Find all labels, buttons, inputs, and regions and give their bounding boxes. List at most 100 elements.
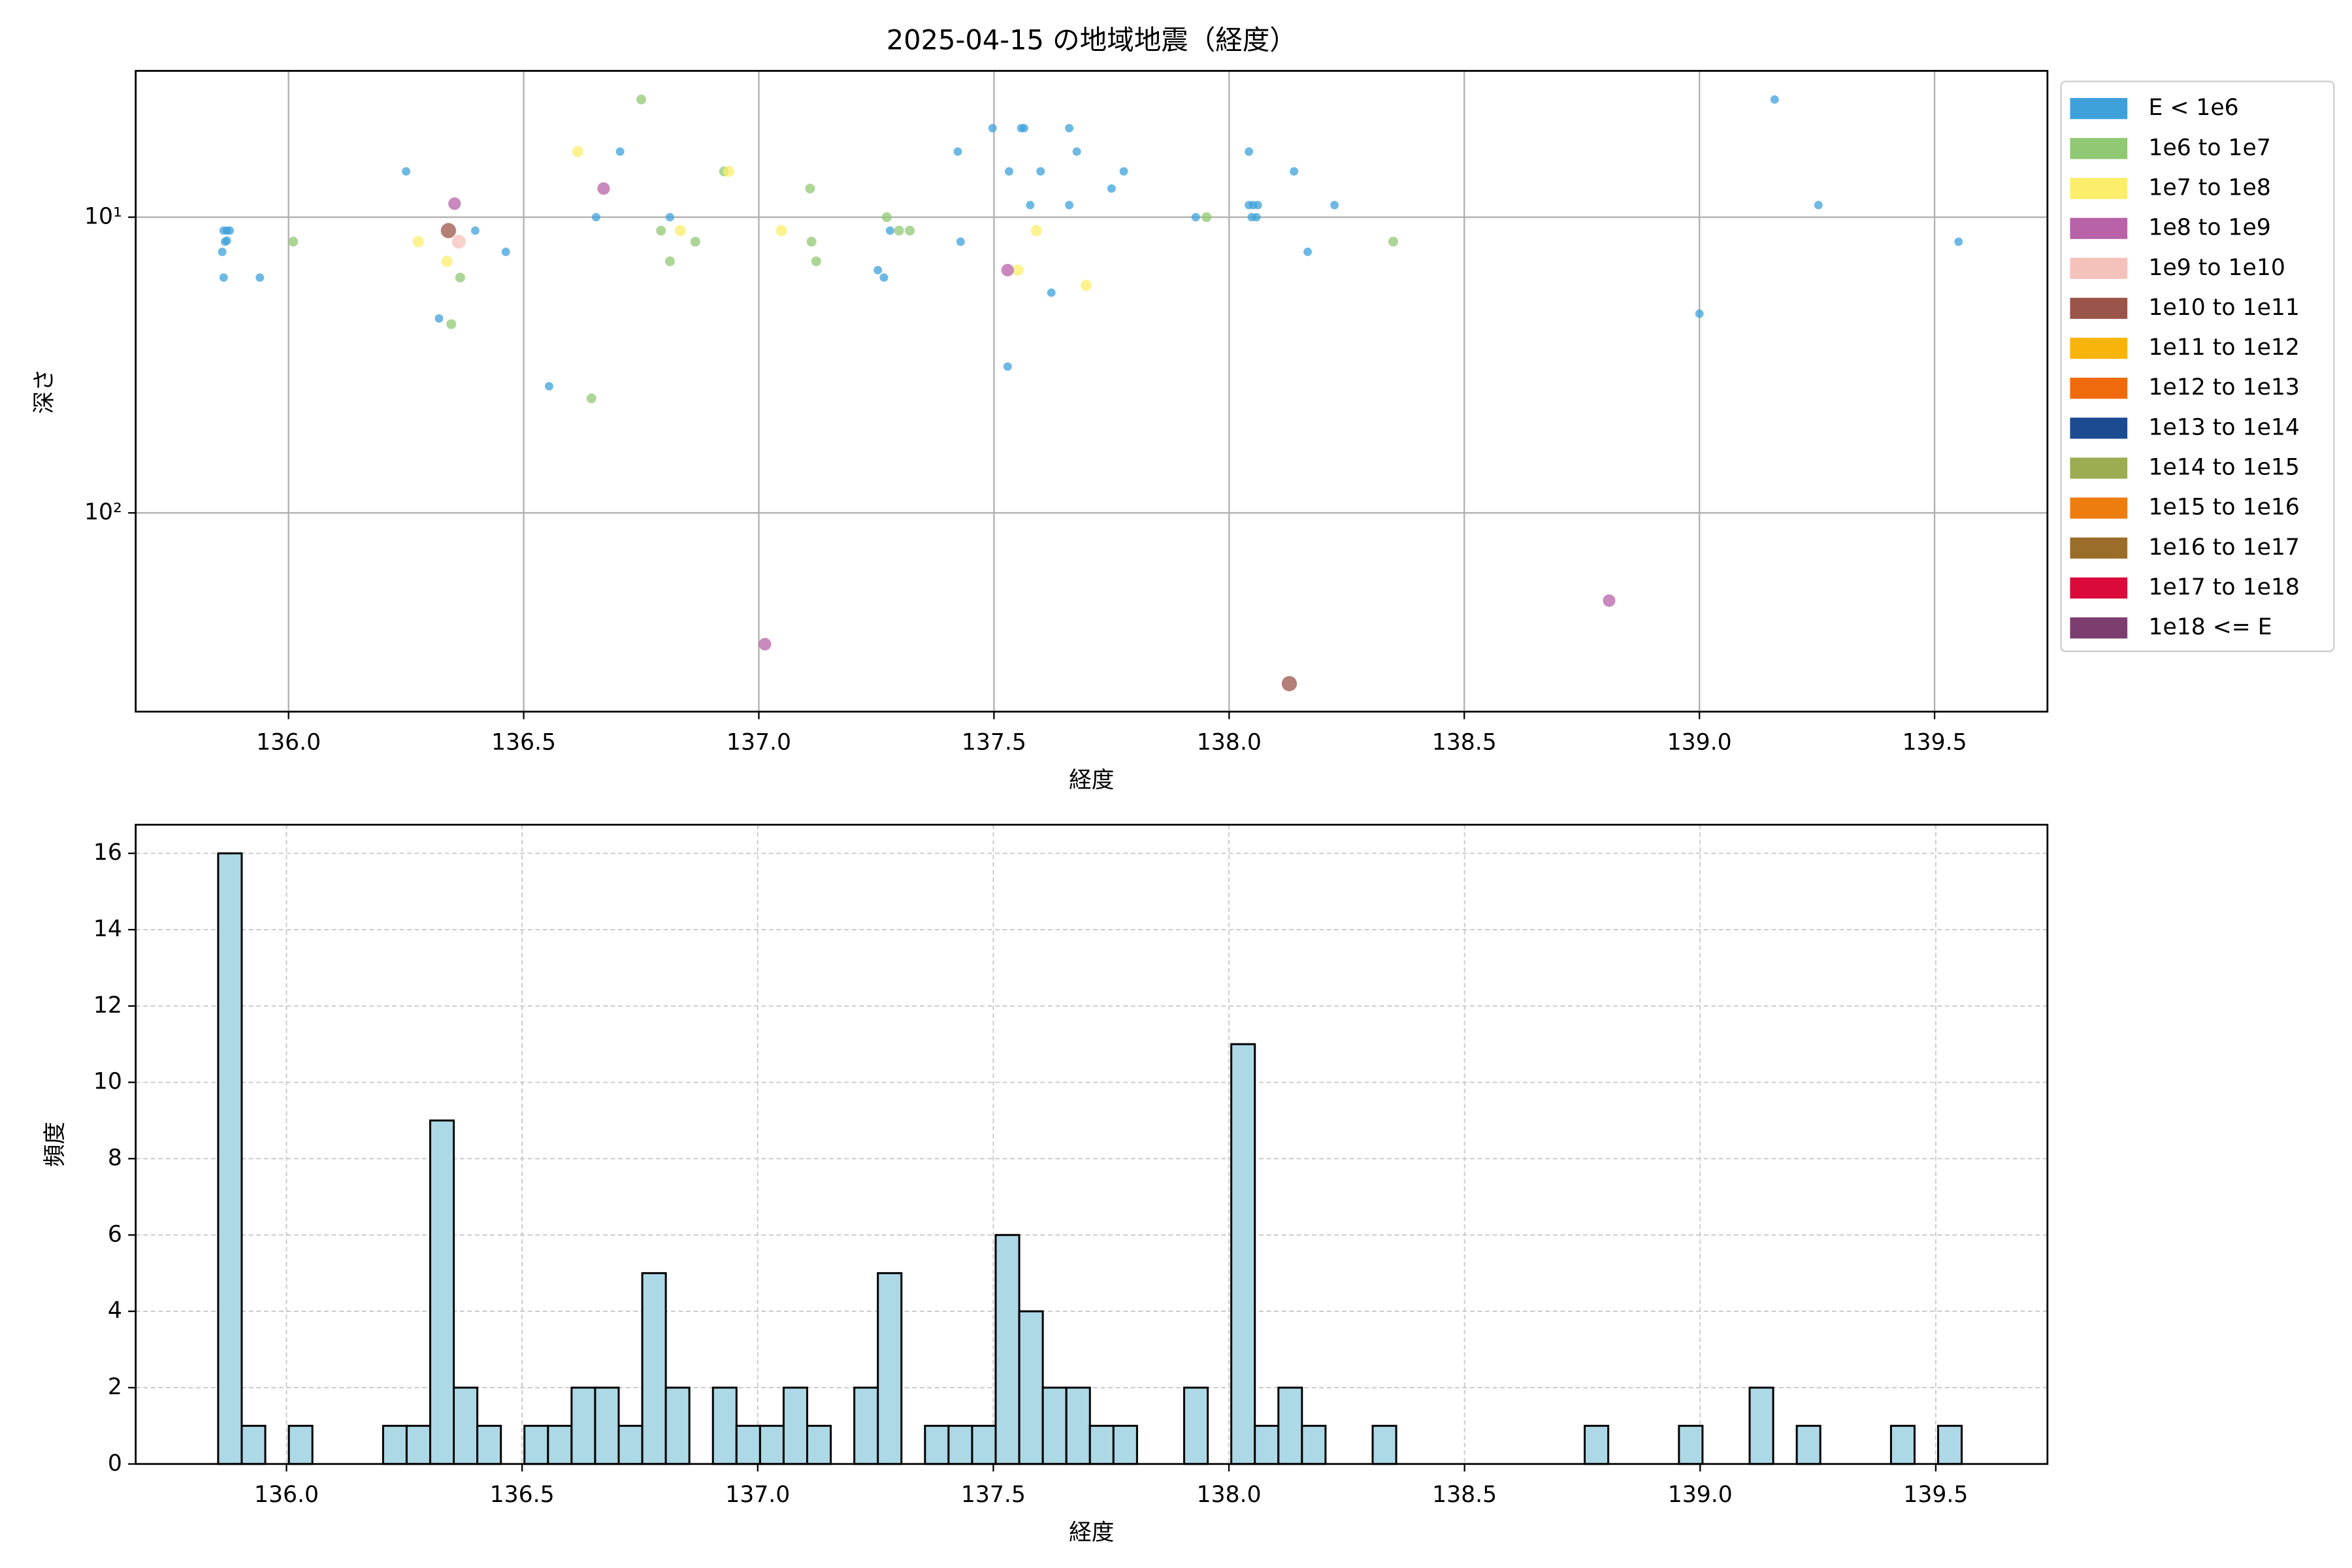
x-tick-label: 136.5 bbox=[490, 1482, 555, 1508]
y-tick-label: 10² bbox=[84, 499, 122, 525]
histogram-bar bbox=[853, 1386, 879, 1465]
legend-swatch bbox=[2070, 337, 2128, 359]
scatter-point bbox=[1303, 248, 1312, 256]
legend-label: 1e10 to 1e11 bbox=[2148, 295, 2299, 321]
legend-box bbox=[2060, 80, 2335, 653]
scatter-point bbox=[455, 272, 465, 283]
x-tick-label: 136.0 bbox=[256, 730, 321, 756]
scatter-point bbox=[440, 223, 457, 238]
legend-label: 1e9 to 1e10 bbox=[2148, 255, 2285, 281]
legend-swatch bbox=[2070, 378, 2128, 399]
histogram-bar bbox=[1112, 1424, 1138, 1465]
scatter-point bbox=[905, 225, 915, 236]
legend-swatch bbox=[2070, 178, 2128, 199]
scatter-point bbox=[1004, 167, 1013, 176]
scatter-point bbox=[806, 237, 817, 247]
histogram-bar bbox=[570, 1386, 596, 1465]
histogram-bar bbox=[217, 852, 243, 1465]
x-tick-label: 139.5 bbox=[1903, 1482, 1968, 1508]
scatter-point bbox=[1080, 280, 1092, 291]
scatter-point bbox=[1065, 201, 1074, 210]
histogram-bar bbox=[994, 1233, 1021, 1465]
histogram-bar bbox=[1041, 1386, 1068, 1465]
legend-swatch bbox=[2070, 537, 2128, 559]
histogram-bar bbox=[594, 1386, 620, 1465]
scatter-point bbox=[1026, 201, 1035, 210]
scatter-point bbox=[1191, 212, 1200, 221]
scatter-point bbox=[288, 237, 299, 247]
scatter-point bbox=[1036, 167, 1045, 176]
scatter-point bbox=[1003, 362, 1012, 371]
scatter-point bbox=[1603, 594, 1616, 607]
x-tick-label: 137.0 bbox=[727, 730, 791, 756]
y-tick-label: 16 bbox=[93, 840, 122, 866]
histogram-bar bbox=[287, 1424, 314, 1465]
scatter-point bbox=[402, 167, 411, 176]
scatter-point bbox=[501, 248, 510, 256]
legend-swatch bbox=[2070, 297, 2128, 319]
histogram-bar bbox=[453, 1386, 479, 1465]
x-tick-label: 138.5 bbox=[1432, 1482, 1497, 1508]
legend-label: 1e17 to 1e18 bbox=[2148, 574, 2299, 600]
x-tick-label: 138.5 bbox=[1432, 730, 1497, 756]
x-tick-label: 136.0 bbox=[254, 1482, 319, 1508]
histogram-bar bbox=[664, 1386, 691, 1465]
y-tick-label: 12 bbox=[93, 992, 122, 1019]
scatter-point bbox=[1814, 201, 1823, 210]
scatter-point bbox=[1072, 147, 1081, 156]
scatter-point bbox=[446, 319, 457, 329]
histogram-bar bbox=[641, 1272, 667, 1465]
y-tick-label: 14 bbox=[93, 916, 122, 942]
scatter-point bbox=[586, 393, 596, 404]
scatter-point bbox=[723, 165, 734, 177]
scatter-point bbox=[1252, 212, 1261, 221]
y-axis-label: 深さ bbox=[31, 368, 57, 414]
x-tick-label: 139.0 bbox=[1667, 730, 1732, 756]
legend-swatch bbox=[2070, 417, 2128, 439]
histogram-bar bbox=[1795, 1424, 1821, 1465]
scatter-point bbox=[434, 314, 444, 323]
scatter-point bbox=[664, 256, 675, 267]
histogram-bar bbox=[429, 1119, 455, 1465]
histogram-bar bbox=[971, 1424, 997, 1465]
legend-swatch bbox=[2070, 257, 2128, 279]
legend-swatch bbox=[2070, 457, 2128, 479]
legend-label: 1e14 to 1e15 bbox=[2148, 455, 2299, 481]
scatter-point bbox=[218, 248, 227, 256]
histogram-bar bbox=[1230, 1043, 1256, 1465]
scatter-point bbox=[665, 212, 674, 221]
legend-label: 1e6 to 1e7 bbox=[2148, 135, 2270, 161]
scatter-point bbox=[1012, 264, 1024, 276]
scatter-point bbox=[811, 256, 821, 267]
scatter-point bbox=[1954, 237, 1963, 246]
legend-label: 1e11 to 1e12 bbox=[2148, 335, 2299, 361]
scatter-point bbox=[544, 382, 553, 391]
legend-swatch bbox=[2070, 497, 2128, 519]
x-axis-label: 経度 bbox=[1069, 767, 1114, 793]
scatter-point bbox=[597, 182, 610, 195]
x-tick-label: 138.0 bbox=[1197, 730, 1262, 756]
histogram-bar bbox=[240, 1424, 267, 1465]
legend-swatch bbox=[2070, 98, 2128, 120]
legend-label: 1e13 to 1e14 bbox=[2148, 414, 2299, 440]
legend-label: 1e7 to 1e8 bbox=[2148, 174, 2270, 201]
y-tick-label: 10 bbox=[93, 1069, 122, 1095]
histogram-bar bbox=[1088, 1424, 1115, 1465]
y-tick-label: 2 bbox=[108, 1374, 122, 1400]
scatter-point bbox=[1281, 676, 1298, 692]
histogram-bar bbox=[405, 1424, 431, 1465]
histogram-bar bbox=[1277, 1386, 1303, 1465]
legend-label: 1e18 <= E bbox=[2148, 614, 2272, 640]
scatter-point bbox=[451, 235, 466, 249]
histogram-bar bbox=[735, 1424, 761, 1465]
scatter-point bbox=[953, 147, 962, 156]
histogram-bar bbox=[1584, 1424, 1610, 1465]
scatter-point bbox=[1020, 123, 1028, 133]
scatter-point bbox=[1330, 201, 1339, 210]
scatter-point bbox=[636, 94, 647, 105]
scatter-point bbox=[412, 236, 424, 248]
x-tick-label: 139.0 bbox=[1668, 1482, 1733, 1508]
scatter-point bbox=[956, 237, 965, 246]
x-tick-label: 138.0 bbox=[1196, 1482, 1261, 1508]
